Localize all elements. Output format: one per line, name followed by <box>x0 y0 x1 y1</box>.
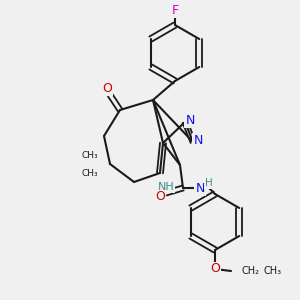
Text: N: N <box>193 134 203 146</box>
Text: O: O <box>210 262 220 275</box>
Text: CH₃: CH₃ <box>81 169 98 178</box>
Text: F: F <box>171 4 178 16</box>
Text: NH: NH <box>158 182 174 192</box>
Text: CH₂: CH₂ <box>241 266 259 276</box>
Text: CH₃: CH₃ <box>81 151 98 160</box>
Text: N: N <box>195 182 205 194</box>
Text: N: N <box>185 113 195 127</box>
Text: O: O <box>155 190 165 203</box>
Text: CH₃: CH₃ <box>263 266 281 276</box>
Text: H: H <box>205 178 213 188</box>
Text: O: O <box>102 82 112 95</box>
